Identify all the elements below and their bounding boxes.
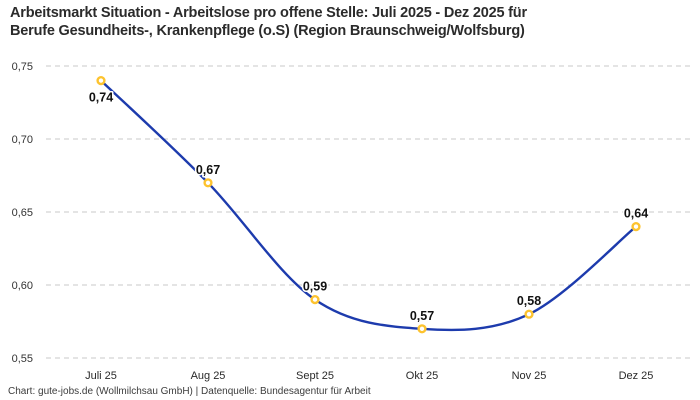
x-axis-tick-label: Juli 25	[85, 370, 117, 382]
data-point-marker[interactable]	[631, 222, 641, 232]
data-point-marker[interactable]	[310, 295, 320, 305]
data-point-marker[interactable]	[417, 324, 427, 334]
x-axis-tick-label: Dez 25	[619, 370, 654, 382]
chart-footer: Chart: gute-jobs.de (Wollmilchsau GmbH) …	[8, 386, 371, 397]
x-axis-tick-label: Nov 25	[512, 370, 547, 382]
data-point-label: 0,59	[303, 280, 327, 294]
chart-title: Arbeitsmarkt Situation - Arbeitslose pro…	[10, 4, 527, 40]
y-axis-tick-label: 0,75	[12, 61, 33, 73]
x-axis-tick-label: Aug 25	[191, 370, 226, 382]
y-axis-tick-label: 0,60	[12, 280, 33, 292]
y-axis-tick-label: 0,70	[12, 134, 33, 146]
data-point-label: 0,57	[410, 309, 434, 323]
chart-title-line2: Berufe Gesundheits-, Krankenpflege (o.S)…	[10, 23, 525, 39]
y-axis-tick-label: 0,55	[12, 353, 33, 365]
chart-title-line1: Arbeitsmarkt Situation - Arbeitslose pro…	[10, 5, 527, 21]
data-point-label: 0,58	[517, 294, 541, 308]
data-point-label: 0,64	[624, 207, 648, 221]
x-axis-tick-label: Okt 25	[406, 370, 438, 382]
data-point-marker[interactable]	[524, 309, 534, 319]
data-point-marker[interactable]	[96, 75, 106, 86]
series-line	[99, 79, 638, 332]
data-point-label: 0,74	[89, 91, 113, 105]
data-point-marker[interactable]	[203, 178, 213, 188]
y-axis-tick-label: 0,65	[12, 207, 33, 219]
data-point-label: 0,67	[196, 163, 220, 177]
x-axis-tick-label: Sept 25	[296, 370, 334, 382]
